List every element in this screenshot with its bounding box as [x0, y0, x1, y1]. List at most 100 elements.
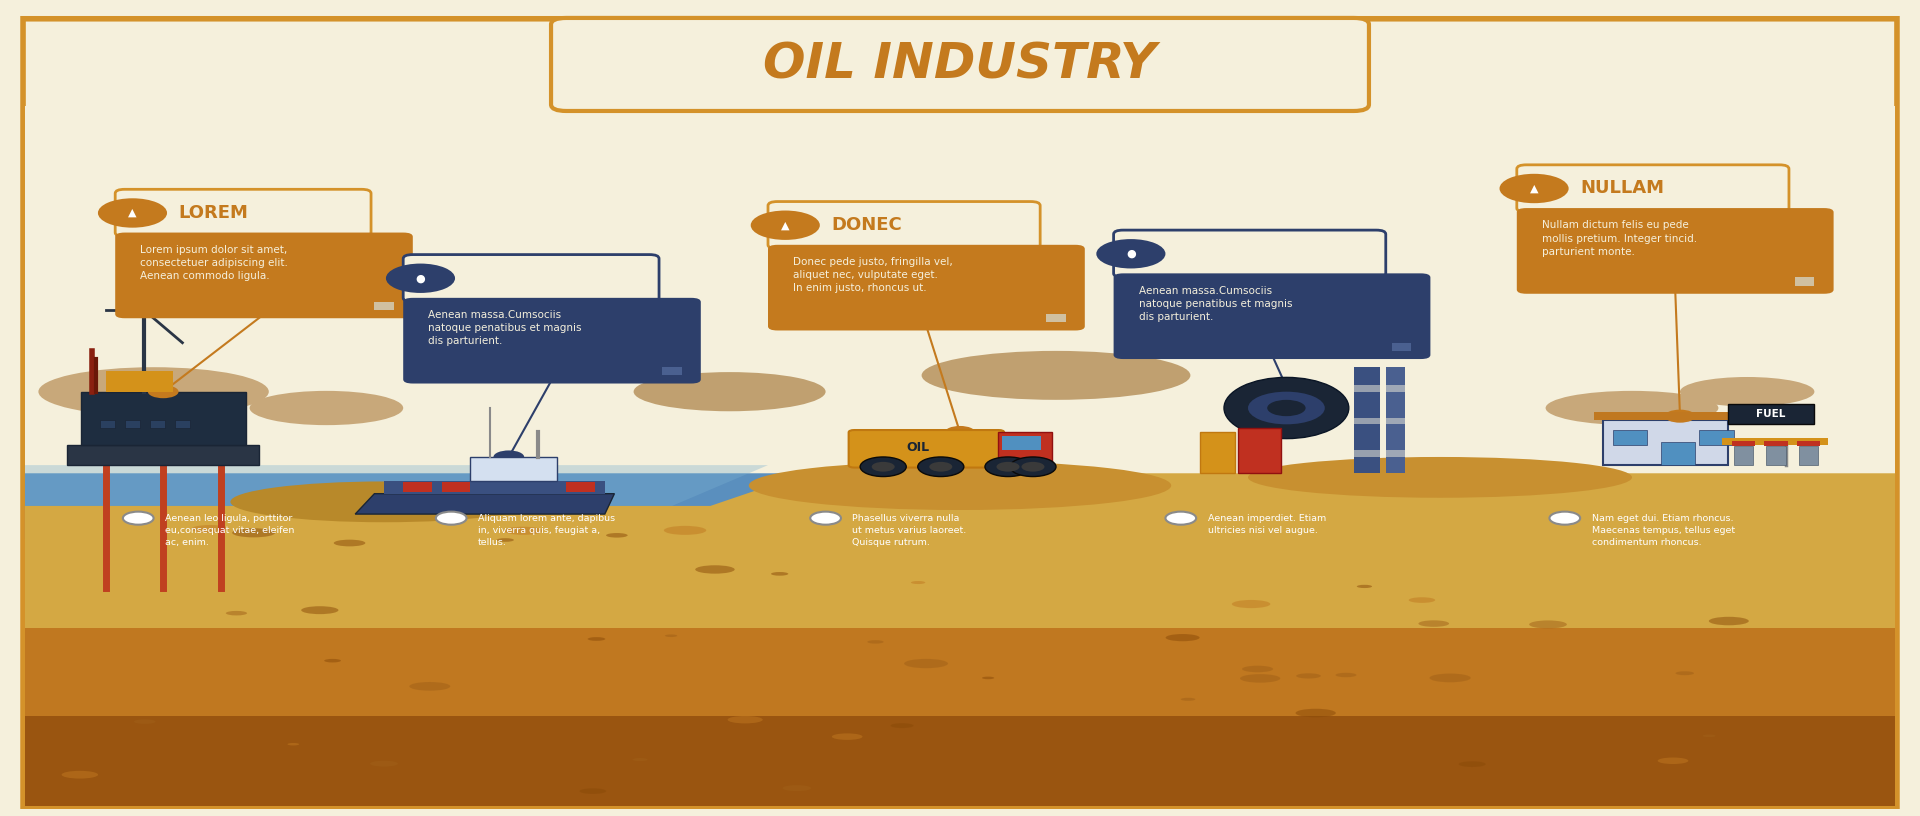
FancyBboxPatch shape [115, 233, 413, 318]
Circle shape [985, 457, 1031, 477]
Bar [1200, 432, 1235, 473]
Bar [1354, 418, 1380, 424]
Bar [1799, 446, 1818, 465]
Bar [25, 628, 1895, 734]
Bar [25, 716, 1895, 806]
Text: ●: ● [415, 273, 426, 283]
Bar [1046, 314, 1066, 322]
FancyBboxPatch shape [403, 255, 659, 302]
Text: Donec pede justo, fringilla vel,
aliquet nec, vulputate eget.
In enim justo, rho: Donec pede justo, fringilla vel, aliquet… [793, 257, 952, 294]
Ellipse shape [922, 351, 1190, 400]
Text: Aenean massa.Cumsociis
natoque penatibus et magnis
dis parturient.: Aenean massa.Cumsociis natoque penatibus… [428, 310, 582, 347]
Text: Nullam dictum felis eu pede
mollis pretium. Integer tincid.
parturient monte.: Nullam dictum felis eu pede mollis preti… [1542, 220, 1697, 257]
Bar [1392, 343, 1411, 351]
Bar [1354, 450, 1380, 457]
Bar [175, 420, 190, 428]
Circle shape [148, 385, 179, 398]
Circle shape [1165, 512, 1196, 525]
Bar [1613, 430, 1647, 445]
Bar [1594, 412, 1738, 420]
Bar [442, 482, 470, 492]
Circle shape [860, 457, 906, 477]
Bar [1002, 436, 1041, 450]
Text: Aliquam lorem ante, dapibus
in, viverra quis, feugiat a,
tellus.: Aliquam lorem ante, dapibus in, viverra … [478, 514, 614, 547]
Ellipse shape [588, 637, 605, 641]
Bar [1797, 441, 1820, 446]
Bar [125, 420, 140, 428]
Ellipse shape [1709, 617, 1749, 625]
Circle shape [1248, 392, 1325, 424]
Circle shape [918, 457, 964, 477]
Ellipse shape [1419, 620, 1450, 627]
Ellipse shape [1225, 377, 1350, 439]
Text: DONEC: DONEC [831, 216, 902, 234]
Ellipse shape [1242, 666, 1273, 672]
Bar [1603, 420, 1728, 465]
Bar [1722, 438, 1828, 445]
Ellipse shape [324, 659, 342, 663]
Bar [1764, 441, 1788, 446]
Ellipse shape [1409, 597, 1434, 603]
Ellipse shape [1181, 698, 1196, 701]
Circle shape [98, 198, 167, 228]
Circle shape [123, 512, 154, 525]
Ellipse shape [904, 659, 948, 668]
Ellipse shape [1676, 672, 1693, 675]
Text: Lorem ipsum dolor sit amet,
consectetuer adipiscing elit.
Aenean commodo ligula.: Lorem ipsum dolor sit amet, consectetuer… [140, 245, 288, 282]
Text: NULLAM: NULLAM [1580, 180, 1665, 197]
Text: ▲: ▲ [1530, 184, 1538, 193]
Text: OIL: OIL [906, 441, 929, 454]
Text: Nam eget dui. Etiam rhoncus.
Maecenas tempus, tellus eget
condimentum rhoncus.: Nam eget dui. Etiam rhoncus. Maecenas te… [1592, 514, 1736, 547]
Text: ▲: ▲ [129, 208, 136, 218]
Ellipse shape [607, 533, 628, 538]
Ellipse shape [497, 539, 515, 542]
Circle shape [872, 462, 895, 472]
Circle shape [1665, 410, 1695, 423]
Circle shape [1281, 401, 1311, 415]
Bar [1728, 404, 1814, 424]
Ellipse shape [1165, 634, 1200, 641]
Bar [384, 481, 605, 494]
Bar [100, 420, 115, 428]
Ellipse shape [232, 528, 275, 538]
Ellipse shape [891, 723, 914, 728]
Ellipse shape [230, 481, 538, 522]
FancyBboxPatch shape [1517, 165, 1789, 212]
Ellipse shape [1248, 457, 1632, 498]
FancyBboxPatch shape [768, 245, 1085, 330]
Ellipse shape [981, 676, 995, 679]
Text: FUEL: FUEL [1755, 409, 1786, 419]
Text: Aenean imperdiet. Etiam
ultricies nisi vel augue.: Aenean imperdiet. Etiam ultricies nisi v… [1208, 514, 1327, 534]
FancyBboxPatch shape [115, 189, 371, 237]
Text: IPSUM: IPSUM [467, 269, 532, 287]
FancyBboxPatch shape [1517, 208, 1834, 294]
Bar [1386, 418, 1405, 424]
Ellipse shape [38, 367, 269, 416]
Ellipse shape [632, 758, 647, 761]
Text: Phasellus viverra nulla
ut metus varius laoreet.
Quisque rutrum.: Phasellus viverra nulla ut metus varius … [852, 514, 968, 547]
Ellipse shape [831, 734, 862, 740]
Circle shape [810, 512, 841, 525]
Bar [1238, 428, 1281, 473]
Ellipse shape [749, 461, 1171, 510]
Text: ▲: ▲ [781, 220, 789, 230]
Ellipse shape [1703, 734, 1716, 737]
Circle shape [1500, 174, 1569, 203]
Ellipse shape [409, 682, 451, 690]
Text: Aenean leo ligula, porttitor
eu,consequat vitae, eleifen
ac, enim.: Aenean leo ligula, porttitor eu,consequa… [165, 514, 294, 547]
FancyBboxPatch shape [1114, 273, 1430, 359]
FancyBboxPatch shape [1114, 230, 1386, 277]
Bar [566, 482, 595, 492]
Polygon shape [355, 494, 614, 514]
Ellipse shape [192, 525, 228, 533]
FancyBboxPatch shape [768, 202, 1041, 249]
Bar [470, 457, 557, 481]
Ellipse shape [634, 372, 826, 411]
Ellipse shape [1546, 391, 1718, 425]
Ellipse shape [1657, 757, 1688, 764]
Ellipse shape [1680, 377, 1814, 406]
Circle shape [929, 462, 952, 472]
Ellipse shape [695, 565, 735, 574]
Bar [67, 445, 259, 465]
Ellipse shape [1357, 585, 1373, 588]
